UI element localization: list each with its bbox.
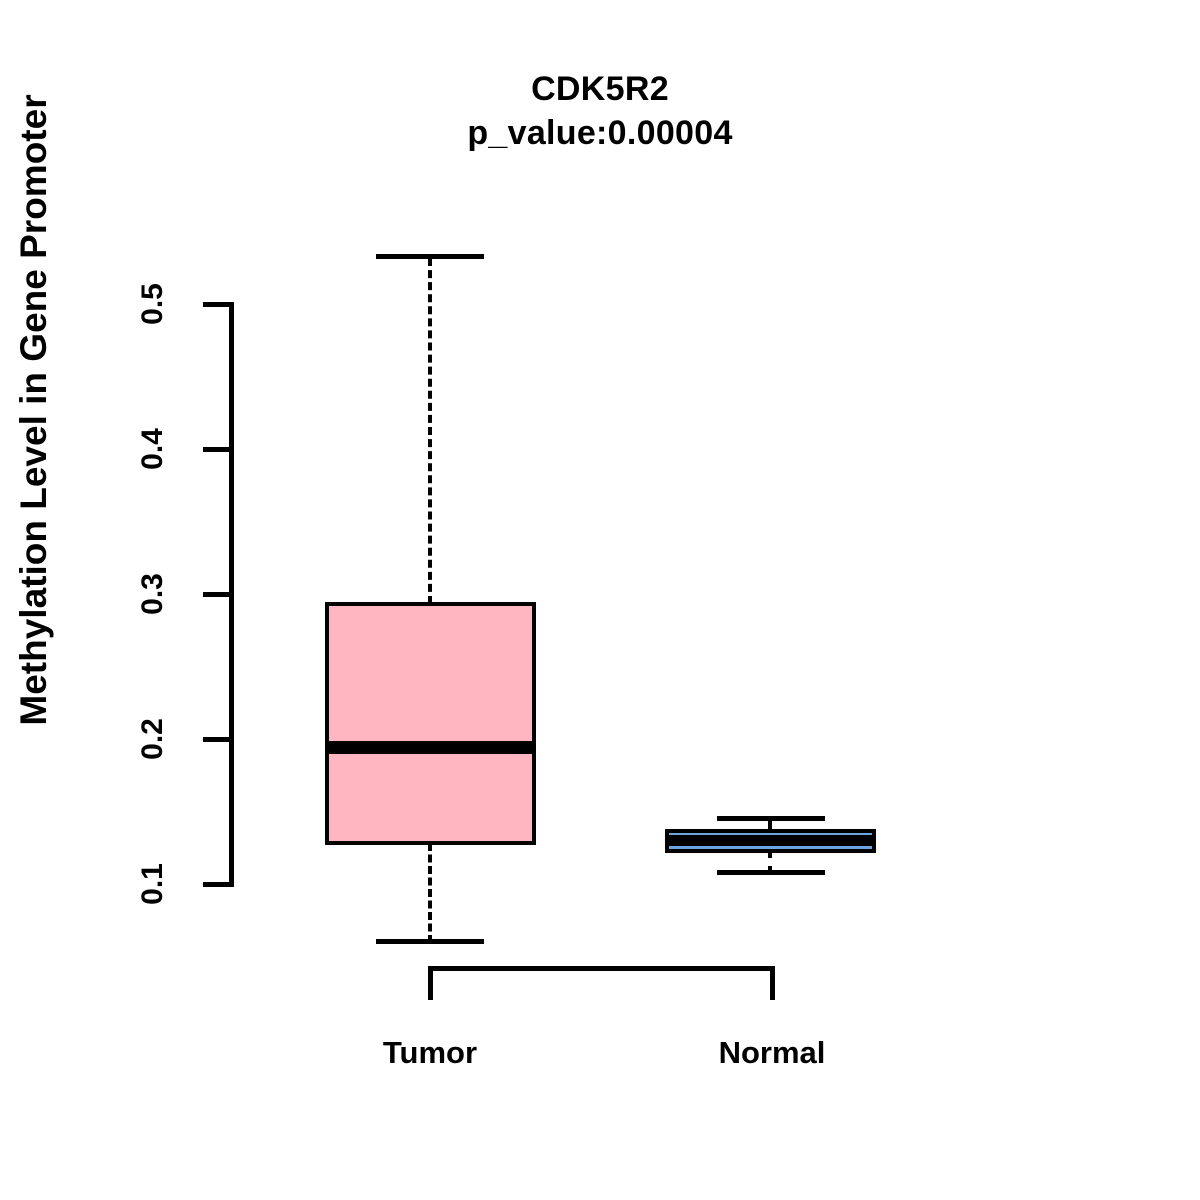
tumor-lower-whisker <box>428 843 432 943</box>
y-axis-tick-label-2: 0.2 <box>136 718 169 760</box>
y-axis-tick-label-1: 0.1 <box>136 863 169 905</box>
x-axis-tick-tumor <box>428 966 433 1000</box>
x-axis-line <box>428 966 775 971</box>
normal-lower-whisker-cap <box>717 870 825 875</box>
x-axis-tick-normal <box>770 966 775 1000</box>
y-axis-tick-label-5: 0.5 <box>136 283 169 325</box>
tumor-upper-whisker-cap <box>376 254 484 259</box>
y-axis-tick-0.1 <box>203 882 229 887</box>
y-axis-tick-label-3: 0.3 <box>136 573 169 615</box>
x-axis-tick-label-normal: Normal <box>718 1035 826 1070</box>
y-axis-title: Methylation Level in Gene Promoter <box>13 94 54 726</box>
normal-lower-whisker <box>768 850 772 874</box>
tumor-lower-whisker-cap <box>376 939 484 944</box>
normal-median-line <box>665 835 876 846</box>
normal-upper-whisker <box>768 818 772 831</box>
y-axis-line <box>229 302 234 887</box>
y-axis-tick-label-4: 0.4 <box>136 428 169 470</box>
tumor-upper-whisker <box>428 258 432 604</box>
y-axis-tick-0.5 <box>203 302 229 307</box>
normal-upper-whisker-cap <box>717 816 825 821</box>
y-axis-tick-0.2 <box>203 737 229 742</box>
figure-title-block: CDK5R2 p_value:0.00004 <box>0 68 1200 155</box>
tumor-box <box>325 602 536 845</box>
pvalue-subtitle: p_value:0.00004 <box>467 113 733 152</box>
y-axis-tick-0.3 <box>203 592 229 597</box>
y-axis-tick-0.4 <box>203 447 229 452</box>
x-axis-tick-label-tumor: Tumor <box>382 1035 478 1070</box>
tumor-median-line <box>325 741 536 754</box>
page-title: CDK5R2 <box>531 70 669 108</box>
